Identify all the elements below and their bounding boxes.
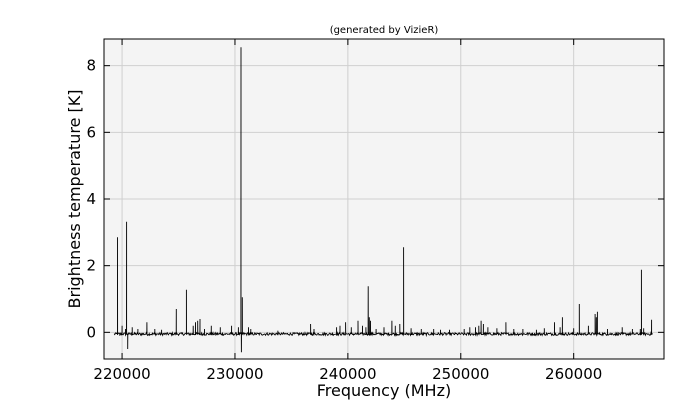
- y-axis-label: Brightness temperature [K]: [65, 90, 84, 309]
- y-tick-label: 2: [86, 257, 96, 275]
- y-tick-label: 8: [86, 57, 96, 75]
- x-axis-label: Frequency (MHz): [317, 381, 451, 400]
- chart-title: (generated by VizieR): [330, 25, 439, 36]
- x-tick-label: 250000: [432, 365, 489, 383]
- y-axis: 0 2 4 6 8: [86, 57, 664, 341]
- x-tick-label: 260000: [545, 365, 602, 383]
- x-tick-label: 240000: [319, 365, 376, 383]
- y-tick-label: 4: [86, 190, 96, 208]
- x-axis: 220000 230000 240000 250000 260000: [93, 39, 602, 383]
- y-tick-label: 6: [86, 123, 96, 141]
- x-tick-label: 220000: [93, 365, 150, 383]
- spectrum-line: [113, 47, 653, 353]
- spectrum-series: [113, 47, 653, 353]
- y-tick-label: 0: [86, 323, 96, 341]
- x-tick-label: 230000: [206, 365, 263, 383]
